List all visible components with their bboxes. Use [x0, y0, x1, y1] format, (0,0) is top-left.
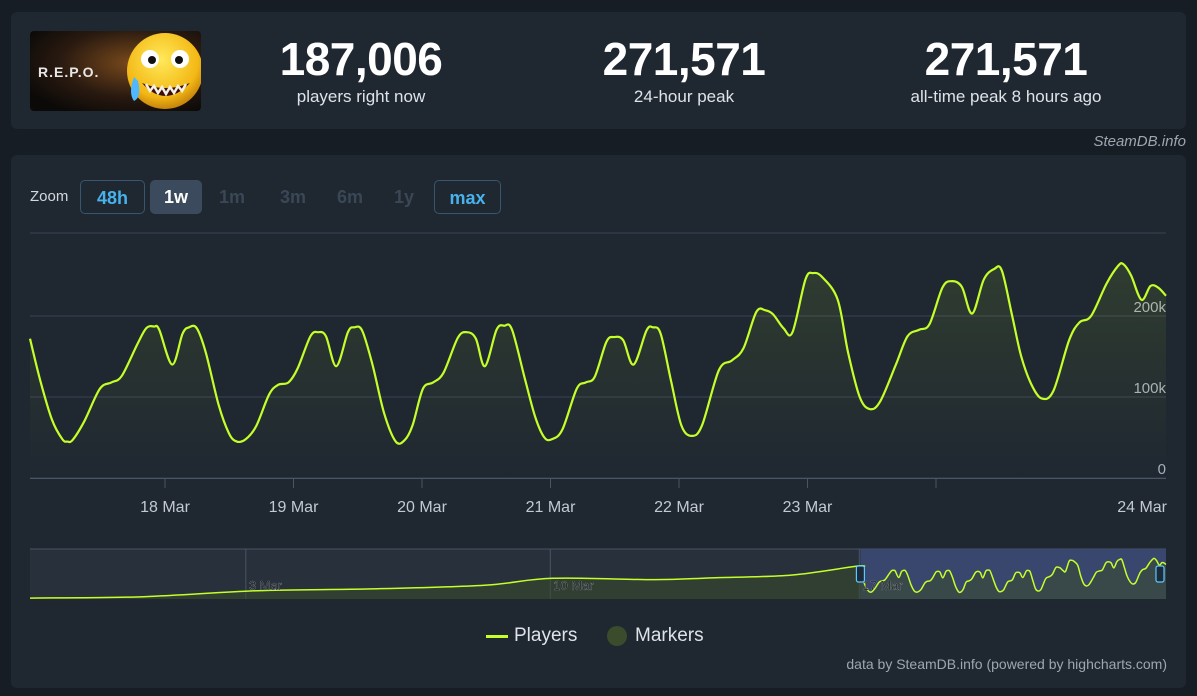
stat-current-players: 187,006 players right now: [211, 34, 511, 108]
legend-players-label: Players: [514, 625, 578, 646]
x-tick-label: 23 Mar: [783, 499, 833, 516]
legend-markers-swatch: [607, 626, 627, 646]
zoom-1y-button[interactable]: 1y: [393, 187, 415, 207]
navigator-handle-left[interactable]: [855, 565, 866, 583]
game-logo[interactable]: R.E.P.O.: [30, 31, 201, 111]
x-tick-label: 22 Mar: [654, 499, 704, 516]
chart-panel: Zoom 48h 1w 1m 3m 6m 1y max 0100k200k 18…: [11, 155, 1186, 688]
legend-markers-label: Markers: [635, 625, 704, 646]
zoom-3m-button[interactable]: 3m: [279, 187, 306, 207]
x-tick-label: 24 Mar: [1117, 499, 1167, 516]
zoom-1w-button[interactable]: 1w: [150, 180, 202, 214]
x-tick-label: 18 Mar: [140, 499, 190, 516]
all-time-peak-label: all-time peak 8 hours ago: [910, 87, 1102, 106]
x-tick-label: 20 Mar: [397, 499, 447, 516]
svg-text:R.E.P.O.: R.E.P.O.: [38, 64, 99, 80]
zoom-max-button[interactable]: max: [434, 180, 501, 214]
navigator-date-label: 3 Mar: [249, 578, 283, 593]
navigator-series-line: [29, 557, 1167, 599]
navigator-date-label: 17 Mar: [862, 578, 903, 593]
legend-players[interactable]: Players: [486, 624, 577, 648]
navigator[interactable]: 3 Mar 10 Mar 17 Mar: [11, 545, 1186, 605]
zoom-6m-button[interactable]: 6m: [336, 187, 363, 207]
24h-peak-value: 271,571: [602, 33, 766, 85]
x-tick-label: 21 Mar: [526, 499, 576, 516]
24h-peak-label: 24-hour peak: [633, 87, 735, 106]
all-time-peak-value: 271,571: [924, 33, 1088, 85]
x-axis-labels: 18 Mar 19 Mar 20 Mar 21 Mar 22 Mar 23 Mar 24 M…: [140, 478, 1168, 516]
current-players-value: 187,006: [279, 33, 443, 85]
navigator-date-label: 10 Mar: [553, 578, 594, 593]
players-series-line[interactable]: [28, 262, 1167, 445]
legend-markers[interactable]: Markers: [607, 624, 704, 648]
current-players-label: players right now: [296, 87, 426, 106]
highcharts-credit[interactable]: data by SteamDB.info (powered by highcha…: [846, 656, 1167, 672]
steamdb-credit-link[interactable]: SteamDB.info: [1093, 133, 1186, 150]
stats-panel: R.E.P.O. 187,006 players right now 271,5…: [11, 12, 1186, 129]
zoom-1m-button[interactable]: 1m: [218, 187, 245, 207]
stat-24h-peak: 271,571 24-hour peak: [534, 34, 834, 108]
zoom-48h-button[interactable]: 48h: [80, 180, 145, 214]
navigator-content: 3 Mar 10 Mar 17 Mar: [29, 548, 1167, 599]
zoom-label: Zoom: [30, 188, 69, 205]
navigator-handle-right[interactable]: [1155, 565, 1165, 583]
stat-all-time-peak: 271,571 all-time peak 8 hours ago: [856, 34, 1156, 108]
x-tick-label: 19 Mar: [269, 499, 319, 516]
repo-logo-image: R.E.P.O.: [30, 31, 201, 111]
legend-players-swatch: [486, 634, 508, 638]
